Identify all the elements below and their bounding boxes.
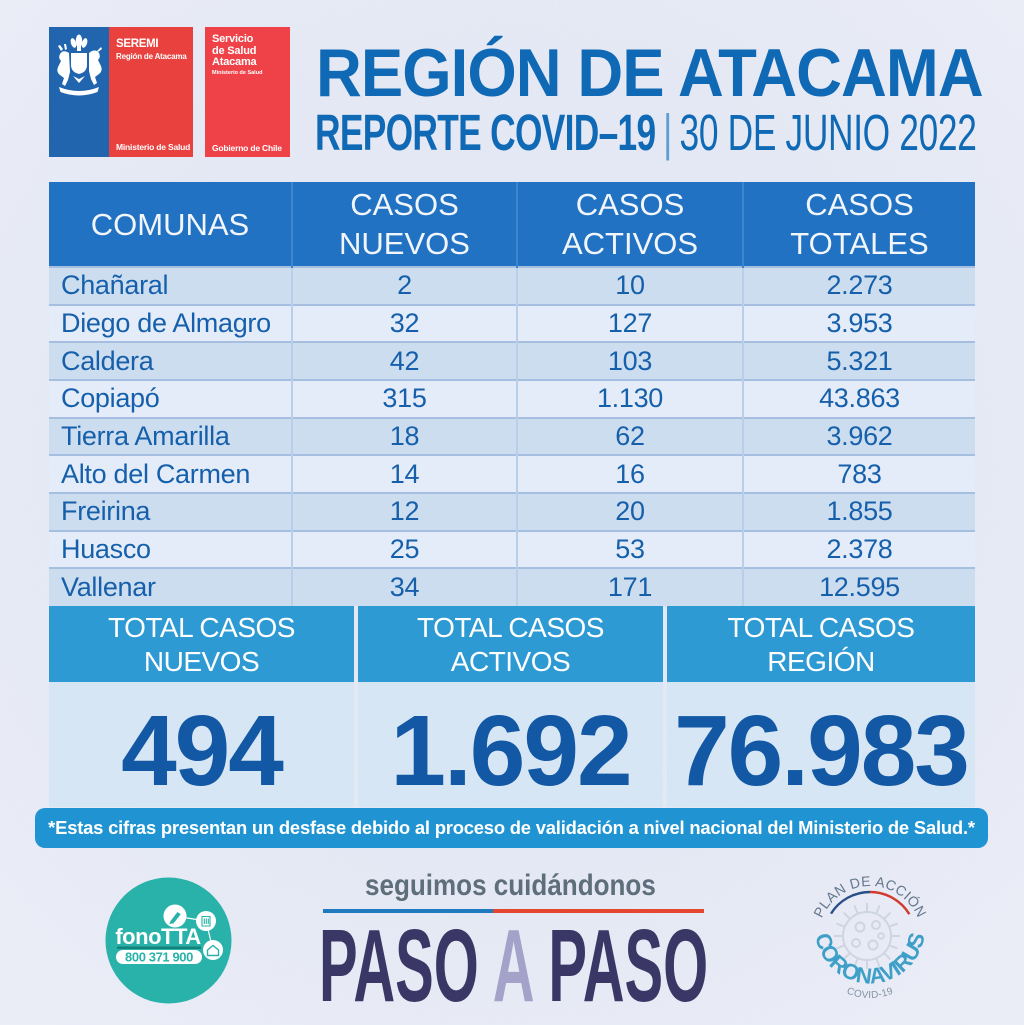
svg-text:fonoTTA: fonoTTA — [115, 924, 201, 949]
svg-text:800 371 900: 800 371 900 — [125, 950, 193, 965]
svg-text:COVID-19: COVID-19 — [845, 986, 895, 1001]
